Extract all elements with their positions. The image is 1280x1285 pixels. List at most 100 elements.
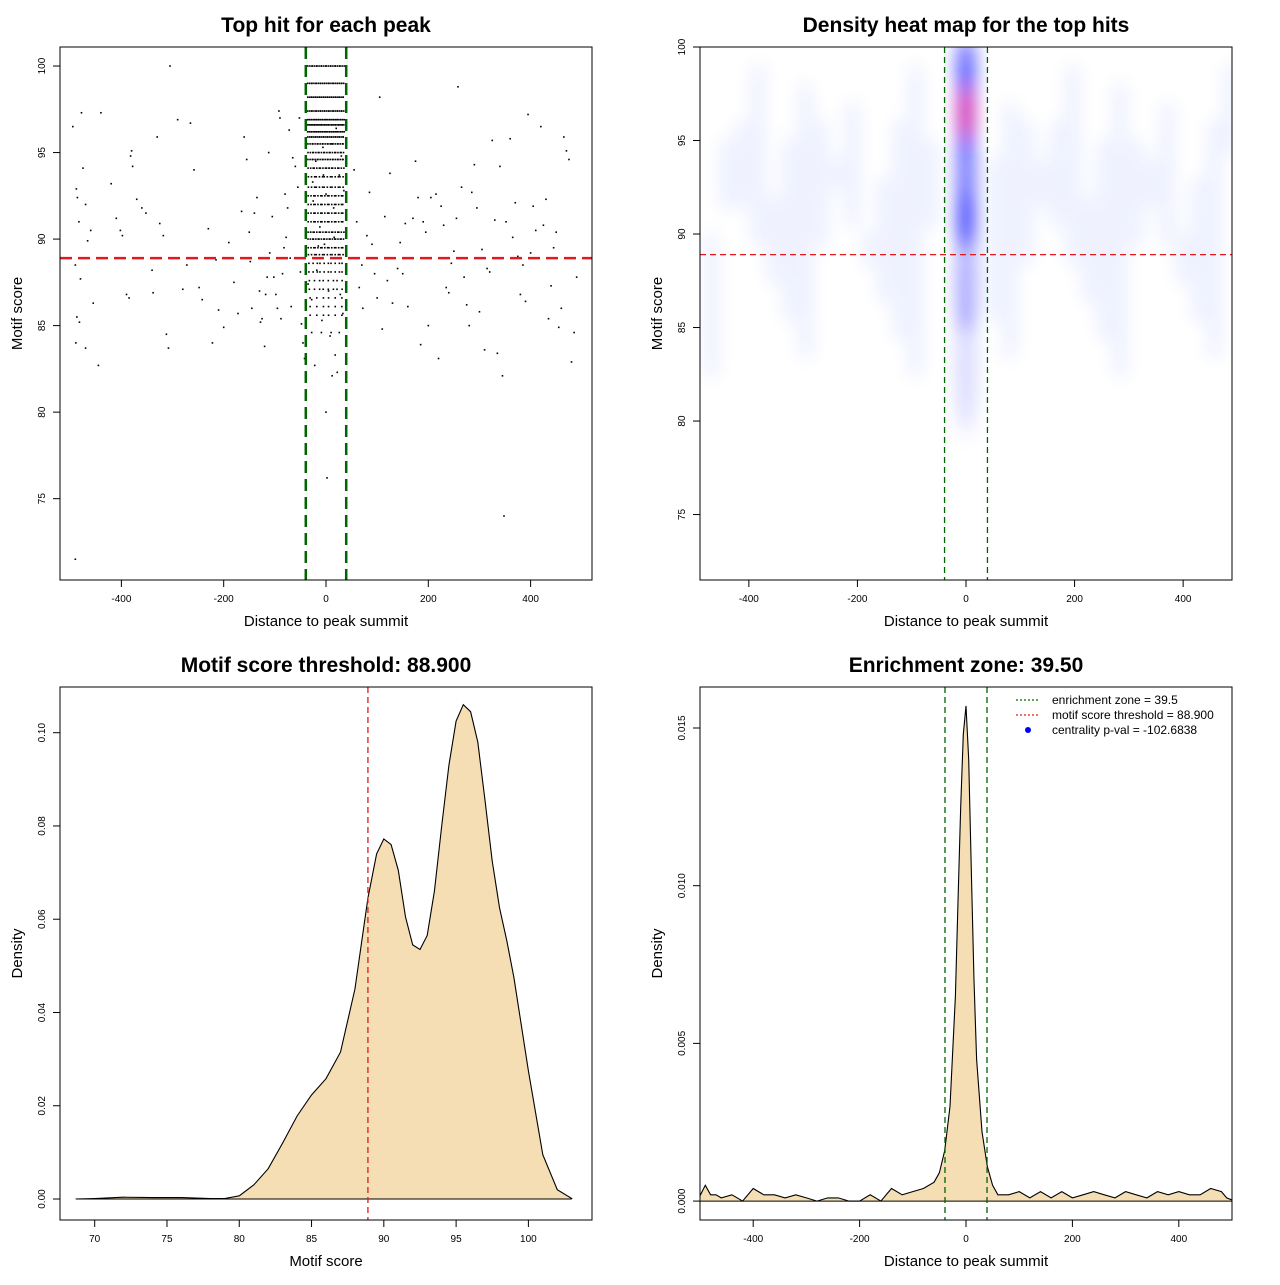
scatter-point (92, 302, 95, 304)
scatter-point (342, 143, 344, 145)
scatter-point (318, 186, 321, 188)
scatter-point (378, 96, 381, 98)
scatter-point (321, 186, 324, 188)
scatter-point (335, 246, 337, 249)
scatter-point (476, 207, 478, 209)
scatter-point (341, 118, 344, 121)
scatter-point (82, 167, 84, 169)
scatter-point (338, 174, 341, 176)
plot-frame (59, 46, 593, 581)
scatter-point (297, 186, 299, 188)
scatter-point (331, 374, 333, 377)
heatmap-streak (706, 234, 715, 377)
scatter-point (337, 158, 339, 161)
scatter-point (337, 203, 340, 206)
scatter-point (339, 158, 342, 161)
scatter-point (323, 262, 325, 265)
chart-title: Motif score threshold: 88.900 (181, 654, 472, 677)
scatter-point (337, 246, 340, 249)
scatter-point (336, 288, 338, 291)
scatter-point (341, 130, 344, 133)
scatter-point (329, 253, 332, 256)
scatter-point (334, 158, 337, 161)
scatter-point (312, 96, 315, 98)
scatter-point (325, 411, 327, 413)
scatter-point (524, 300, 527, 303)
scatter-point (322, 314, 325, 317)
scatter-point (186, 264, 188, 266)
scatter-point (343, 124, 345, 126)
scatter-point (337, 143, 339, 145)
scatter-point (340, 220, 343, 223)
scatter-point (341, 314, 343, 317)
scatter-point (283, 246, 285, 249)
scatter-point (321, 212, 323, 214)
scatter-point (317, 246, 319, 249)
scatter-point (325, 130, 327, 133)
scatter-point (540, 125, 542, 128)
scatter-point (455, 217, 458, 220)
scatter-point (237, 312, 239, 315)
scatter-point (317, 143, 319, 145)
scatter-point (318, 279, 321, 282)
x-tick-label: 75 (161, 1234, 173, 1245)
scatter-point (534, 229, 537, 232)
scatter-point (322, 297, 325, 299)
scatter-point (557, 326, 560, 329)
scatter-point (130, 150, 133, 152)
scatter-point (259, 321, 262, 323)
scatter-point (307, 283, 309, 285)
scatter-point (501, 374, 504, 377)
scatter-point (445, 286, 448, 289)
scatter-point (323, 186, 325, 188)
scatter-point (330, 271, 332, 273)
x-axis-label: Distance to peak summit (244, 613, 409, 630)
scatter-point (311, 65, 314, 67)
scatter-point (314, 143, 316, 145)
scatter-point (340, 96, 342, 98)
scatter-point (343, 65, 345, 67)
x-tick-label: 95 (451, 1234, 463, 1245)
scatter-point (318, 151, 320, 154)
scatter-point (309, 305, 311, 308)
scatter-point (384, 215, 386, 218)
scatter-point (437, 357, 440, 360)
scatter-point (494, 219, 496, 221)
scatter-point (313, 167, 316, 169)
scatter-point (334, 231, 337, 233)
heatmap-streak (1194, 177, 1203, 321)
heatmap-streak (1084, 196, 1093, 302)
scatter-point (427, 324, 430, 327)
scatter-point (328, 110, 330, 112)
scatter-point (315, 297, 318, 299)
scatter-point (128, 297, 130, 299)
scatter-point (329, 238, 331, 240)
scatter-point (321, 118, 324, 121)
scatter-point (158, 222, 161, 225)
scatter-point (317, 118, 320, 121)
plot-frame (59, 686, 593, 1221)
scatter-point (289, 257, 291, 259)
scatter-point (336, 82, 339, 85)
scatter-point (307, 65, 309, 67)
scatter-point (328, 231, 330, 233)
scatter-point (318, 288, 321, 291)
scatter-point (307, 231, 309, 233)
scatter-point (317, 195, 319, 197)
scatter-point (311, 82, 313, 85)
scatter-point (307, 253, 310, 256)
scatter-point (312, 262, 314, 265)
scatter-point (84, 347, 87, 349)
y-tick-label: 0.010 (677, 873, 688, 898)
scatter-point (323, 151, 326, 154)
scatter-point (145, 212, 147, 214)
scatter-point (339, 186, 341, 188)
scatter-point (424, 231, 427, 233)
scatter-point (307, 151, 309, 154)
scatter-point (331, 238, 334, 240)
scatter-point (337, 186, 340, 188)
scatter-point (328, 238, 331, 240)
scatter-point (71, 125, 74, 128)
scatter-point (334, 130, 337, 133)
scatter-point (281, 272, 284, 275)
